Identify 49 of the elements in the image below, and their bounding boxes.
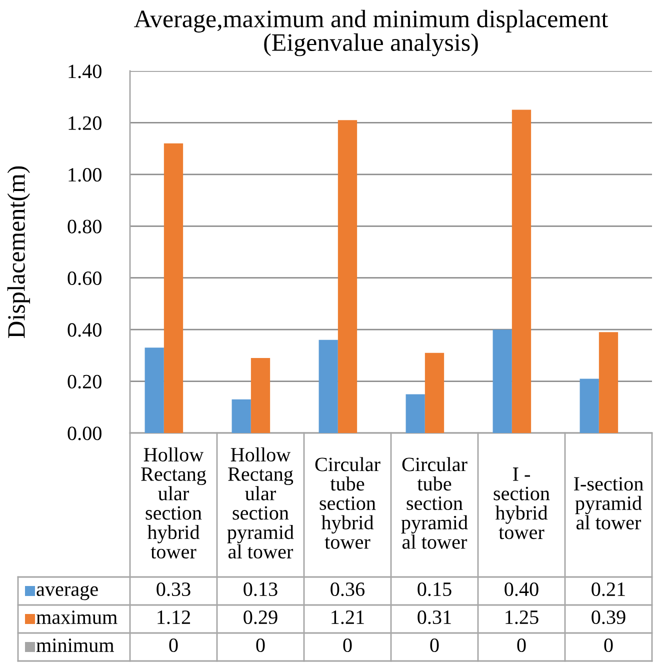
data-label: 1.21	[332, 610, 364, 624]
data-label: 1.25	[506, 610, 538, 624]
data-label: 0.13	[244, 582, 278, 596]
bar	[598, 332, 618, 433]
y-tick-label: 0.20	[68, 374, 102, 389]
legend-label: average	[36, 585, 98, 600]
legend-label: minimum	[36, 638, 114, 652]
data-label: 0.40	[504, 582, 538, 596]
data-label: 0.33	[156, 582, 190, 596]
data-label: 1.12	[158, 610, 190, 624]
data-label: 0	[430, 638, 439, 652]
bar	[164, 143, 184, 433]
y-tick-label: 1.20	[68, 116, 102, 130]
data-label: 0	[604, 638, 613, 652]
data-label: 0	[517, 638, 526, 652]
data-label: 0.29	[244, 610, 278, 624]
bar	[492, 330, 512, 433]
y-tick-label: 1.40	[68, 64, 102, 78]
bar	[250, 358, 270, 433]
y-tick-label: 1.00	[68, 168, 102, 182]
bar	[424, 352, 444, 433]
y-tick-label: 0.80	[68, 220, 102, 234]
data-label: 0.15	[418, 582, 452, 596]
y-axis-title: Displacement(m)	[7, 166, 30, 338]
bar	[318, 340, 338, 433]
data-label: 0.36	[330, 582, 365, 596]
x-tick-label: I - section hybrid tower	[494, 468, 550, 540]
bar	[144, 348, 164, 433]
y-tick-label: 0.00	[68, 426, 102, 440]
legend-label: maximum	[36, 610, 118, 624]
data-label: 0.39	[592, 610, 626, 624]
y-tick-label: 0.40	[68, 323, 102, 337]
data-label: 0.31	[418, 610, 451, 624]
data-label: 0	[343, 638, 352, 652]
bar	[580, 378, 599, 433]
x-tick-label: Hollow Rectangular section hybrid tower	[141, 447, 206, 559]
chart-title: Average,maximum and minimum displacement (Eigenvalue analysis)	[134, 10, 608, 56]
data-label: 0	[256, 638, 265, 652]
bar	[406, 394, 425, 433]
data-label: 0.21	[592, 582, 625, 596]
x-tick-label: Circular tube section pyramidal tower	[401, 457, 468, 549]
bar	[338, 120, 358, 433]
x-tick-label: Hollow Rectangular section pyramidal tower	[227, 447, 294, 559]
y-tick-label: 0.60	[68, 271, 102, 286]
x-tick-label: Circular tube section hybrid tower	[315, 457, 380, 549]
bar	[512, 110, 532, 433]
x-tick-label: I-section pyramidal tower	[574, 477, 644, 530]
bar	[232, 399, 251, 433]
data-label: 0	[169, 638, 178, 652]
